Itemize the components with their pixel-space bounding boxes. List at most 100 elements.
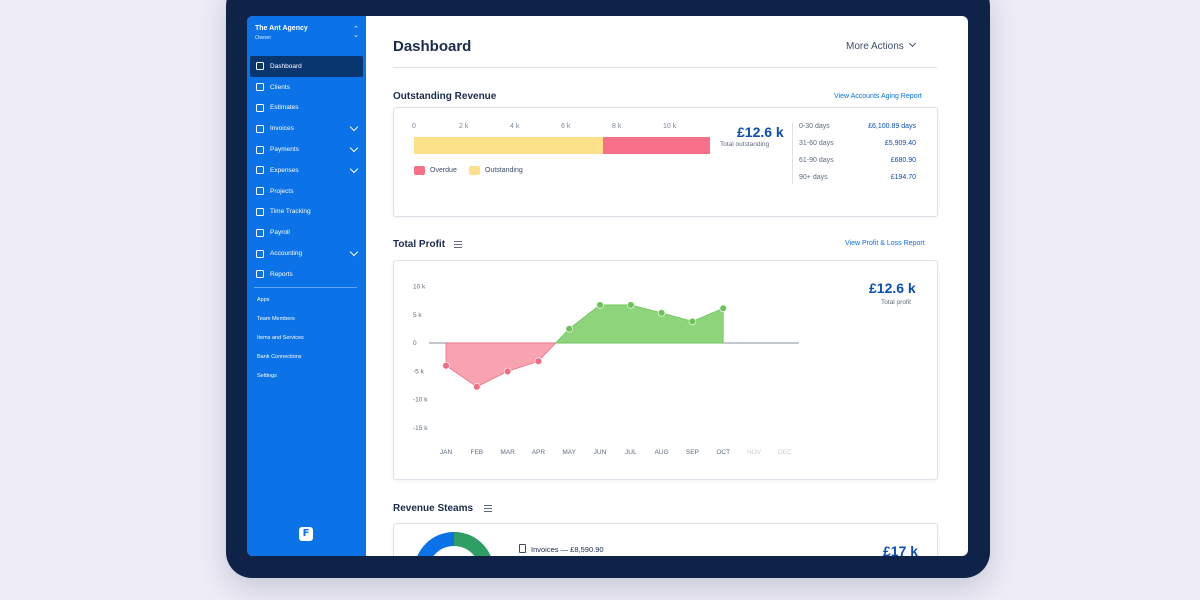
app-window: The Ant Agency Owner ⌃ ⌄ Dashboard Clients… <box>247 16 968 556</box>
sidebar-item-accounting[interactable]: Accounting <box>250 243 363 264</box>
profit-data-point <box>657 309 666 317</box>
x-axis-month-label: APR <box>532 449 546 456</box>
expense-icon <box>256 166 264 175</box>
aging-amount: £194.70 <box>890 174 916 181</box>
sidebar-subitem-apps[interactable]: Apps <box>257 296 270 303</box>
invoice-icon <box>256 124 264 133</box>
clock-icon <box>256 207 264 216</box>
sidebar-item-label: Time Tracking <box>270 208 311 216</box>
revenue-donut-chart <box>417 532 491 556</box>
bar-axis-tick-label: 6 k <box>561 123 571 130</box>
aging-row: 61-90 days £680.90 <box>799 157 916 164</box>
outstanding-revenue-title: Outstanding Revenue <box>393 91 497 102</box>
sidebar-nav: Dashboard Clients Estimates Invoices Payment… <box>250 56 363 285</box>
y-axis-tick-label: 5 k <box>413 312 422 319</box>
sidebar-item-time-tracking[interactable]: Time Tracking <box>250 202 363 223</box>
org-role: Owner <box>255 35 272 41</box>
filter-settings-icon[interactable] <box>484 505 492 512</box>
sidebar-subitem-settings[interactable]: Settings <box>257 372 277 379</box>
chevron-down-icon[interactable] <box>349 164 359 174</box>
document-icon <box>519 544 526 553</box>
filter-settings-icon[interactable] <box>454 241 462 248</box>
x-axis-month-label: OCT <box>716 449 730 456</box>
profit-data-point <box>719 304 727 313</box>
aging-row: 0-30 days £6,100.89 days <box>799 123 916 130</box>
profit-data-point <box>503 367 512 376</box>
profit-data-point <box>565 325 573 333</box>
x-axis-month-label: JUL <box>625 449 637 456</box>
y-axis-tick-label: -15 k <box>413 425 428 432</box>
aging-row: 90+ days £194.70 <box>799 174 916 181</box>
sidebar-item-clients[interactable]: Clients <box>250 77 363 98</box>
payment-icon <box>256 145 264 154</box>
sidebar: The Ant Agency Owner ⌃ ⌄ Dashboard Clients… <box>247 16 366 556</box>
accounting-icon <box>256 249 264 258</box>
aging-divider <box>792 122 793 184</box>
sidebar-item-payroll[interactable]: Payroll <box>250 222 363 243</box>
main-content: Dashboard More Actions Outstanding Reven… <box>366 16 968 556</box>
total-outstanding-amount: £12.6 k <box>737 124 784 140</box>
outstanding-bar[interactable] <box>414 137 603 154</box>
sidebar-item-label: Expenses <box>270 166 299 174</box>
sidebar-item-estimates[interactable]: Estimates <box>250 98 363 119</box>
sidebar-item-label: Clients <box>270 83 290 91</box>
sidebar-item-label: Projects <box>270 187 294 195</box>
aging-range-label: 61-90 days <box>799 157 834 164</box>
org-switcher[interactable]: The Ant Agency Owner ⌃ ⌄ <box>255 25 359 41</box>
bar-axis-tick-label: 2 k <box>459 123 469 130</box>
x-axis-month-label: SEP <box>686 449 699 456</box>
sidebar-item-label: Payroll <box>270 229 290 237</box>
chevron-down-icon[interactable] <box>349 143 359 153</box>
sidebar-subitem-bank-connections[interactable]: Bank Connections <box>257 353 302 360</box>
aging-range-label: 0-30 days <box>799 123 830 130</box>
clients-icon <box>256 83 264 92</box>
freshbooks-logo-icon: F <box>299 527 313 541</box>
sidebar-item-expenses[interactable]: Expenses <box>250 160 363 181</box>
sidebar-item-dashboard[interactable]: Dashboard <box>250 56 363 77</box>
sidebar-item-reports[interactable]: Reports <box>250 264 363 285</box>
total-profit-title: Total Profit <box>393 239 446 250</box>
profit-data-point <box>534 357 543 365</box>
sidebar-item-label: Dashboard <box>270 62 302 70</box>
x-axis-month-label: JUN <box>594 449 607 456</box>
sidebar-item-projects[interactable]: Projects <box>250 181 363 202</box>
overdue-legend-label: Overdue <box>430 167 457 174</box>
total-profit-label: Total profit <box>881 299 911 306</box>
profit-data-point <box>596 301 604 309</box>
y-axis-tick-label: -5 k <box>413 368 425 375</box>
total-outstanding-label: Total outstanding <box>720 141 770 148</box>
report-icon <box>256 270 264 279</box>
x-axis-month-label: DEC <box>778 449 792 456</box>
invoices-stream-row: Invoices — £8,590.90 <box>519 544 604 554</box>
chevron-down-icon[interactable] <box>349 123 359 132</box>
sidebar-item-label: Payments <box>270 146 299 154</box>
profit-chart: 10 k 5 k 0 -5 k -10 k -15 k JAN FEB MAR APR MAY JUN… <box>413 284 799 456</box>
overdue-legend-swatch <box>414 166 425 175</box>
x-axis-month-label: AUG <box>655 449 669 456</box>
sidebar-subitem-team-members[interactable]: Team Members <box>257 315 295 322</box>
revenue-streams-total: £17 k <box>883 543 919 556</box>
bar-axis-tick-label: 10 k <box>663 123 677 130</box>
overdue-bar[interactable] <box>602 137 710 154</box>
y-axis-tick-label: 10 k <box>413 284 426 291</box>
x-axis-month-label: MAR <box>500 449 515 456</box>
more-actions-button[interactable]: More Actions <box>846 39 916 52</box>
accounts-aging-link[interactable]: View Accounts Aging Report <box>834 93 922 100</box>
profit-positive-area <box>554 304 724 344</box>
sidebar-item-invoices[interactable]: Invoices <box>250 118 363 139</box>
aging-range-label: 90+ days <box>799 174 828 181</box>
sidebar-secondary-nav: Apps Team Members Items and Services Bank C… <box>250 290 363 385</box>
bar-axis-tick-label: 4 k <box>510 123 520 130</box>
total-profit-card: 10 k 5 k 0 -5 k -10 k -15 k JAN FEB MAR APR MAY JUN… <box>393 260 938 480</box>
bar-axis-tick-label: 0 <box>412 123 416 130</box>
sidebar-subitem-items-and-services[interactable]: Items and Services <box>257 334 304 341</box>
outstanding-legend-swatch <box>469 166 480 175</box>
chevron-down-icon <box>908 39 916 48</box>
chevron-down-icon[interactable] <box>349 247 359 257</box>
profit-data-point <box>473 383 481 391</box>
switch-org-icon[interactable]: ⌃ ⌄ <box>353 26 359 39</box>
profit-loss-link[interactable]: View Profit & Loss Report <box>845 240 925 247</box>
sidebar-item-label: Estimates <box>270 104 299 112</box>
aging-amount: £5,909.40 <box>884 140 916 147</box>
sidebar-item-payments[interactable]: Payments <box>250 139 363 160</box>
